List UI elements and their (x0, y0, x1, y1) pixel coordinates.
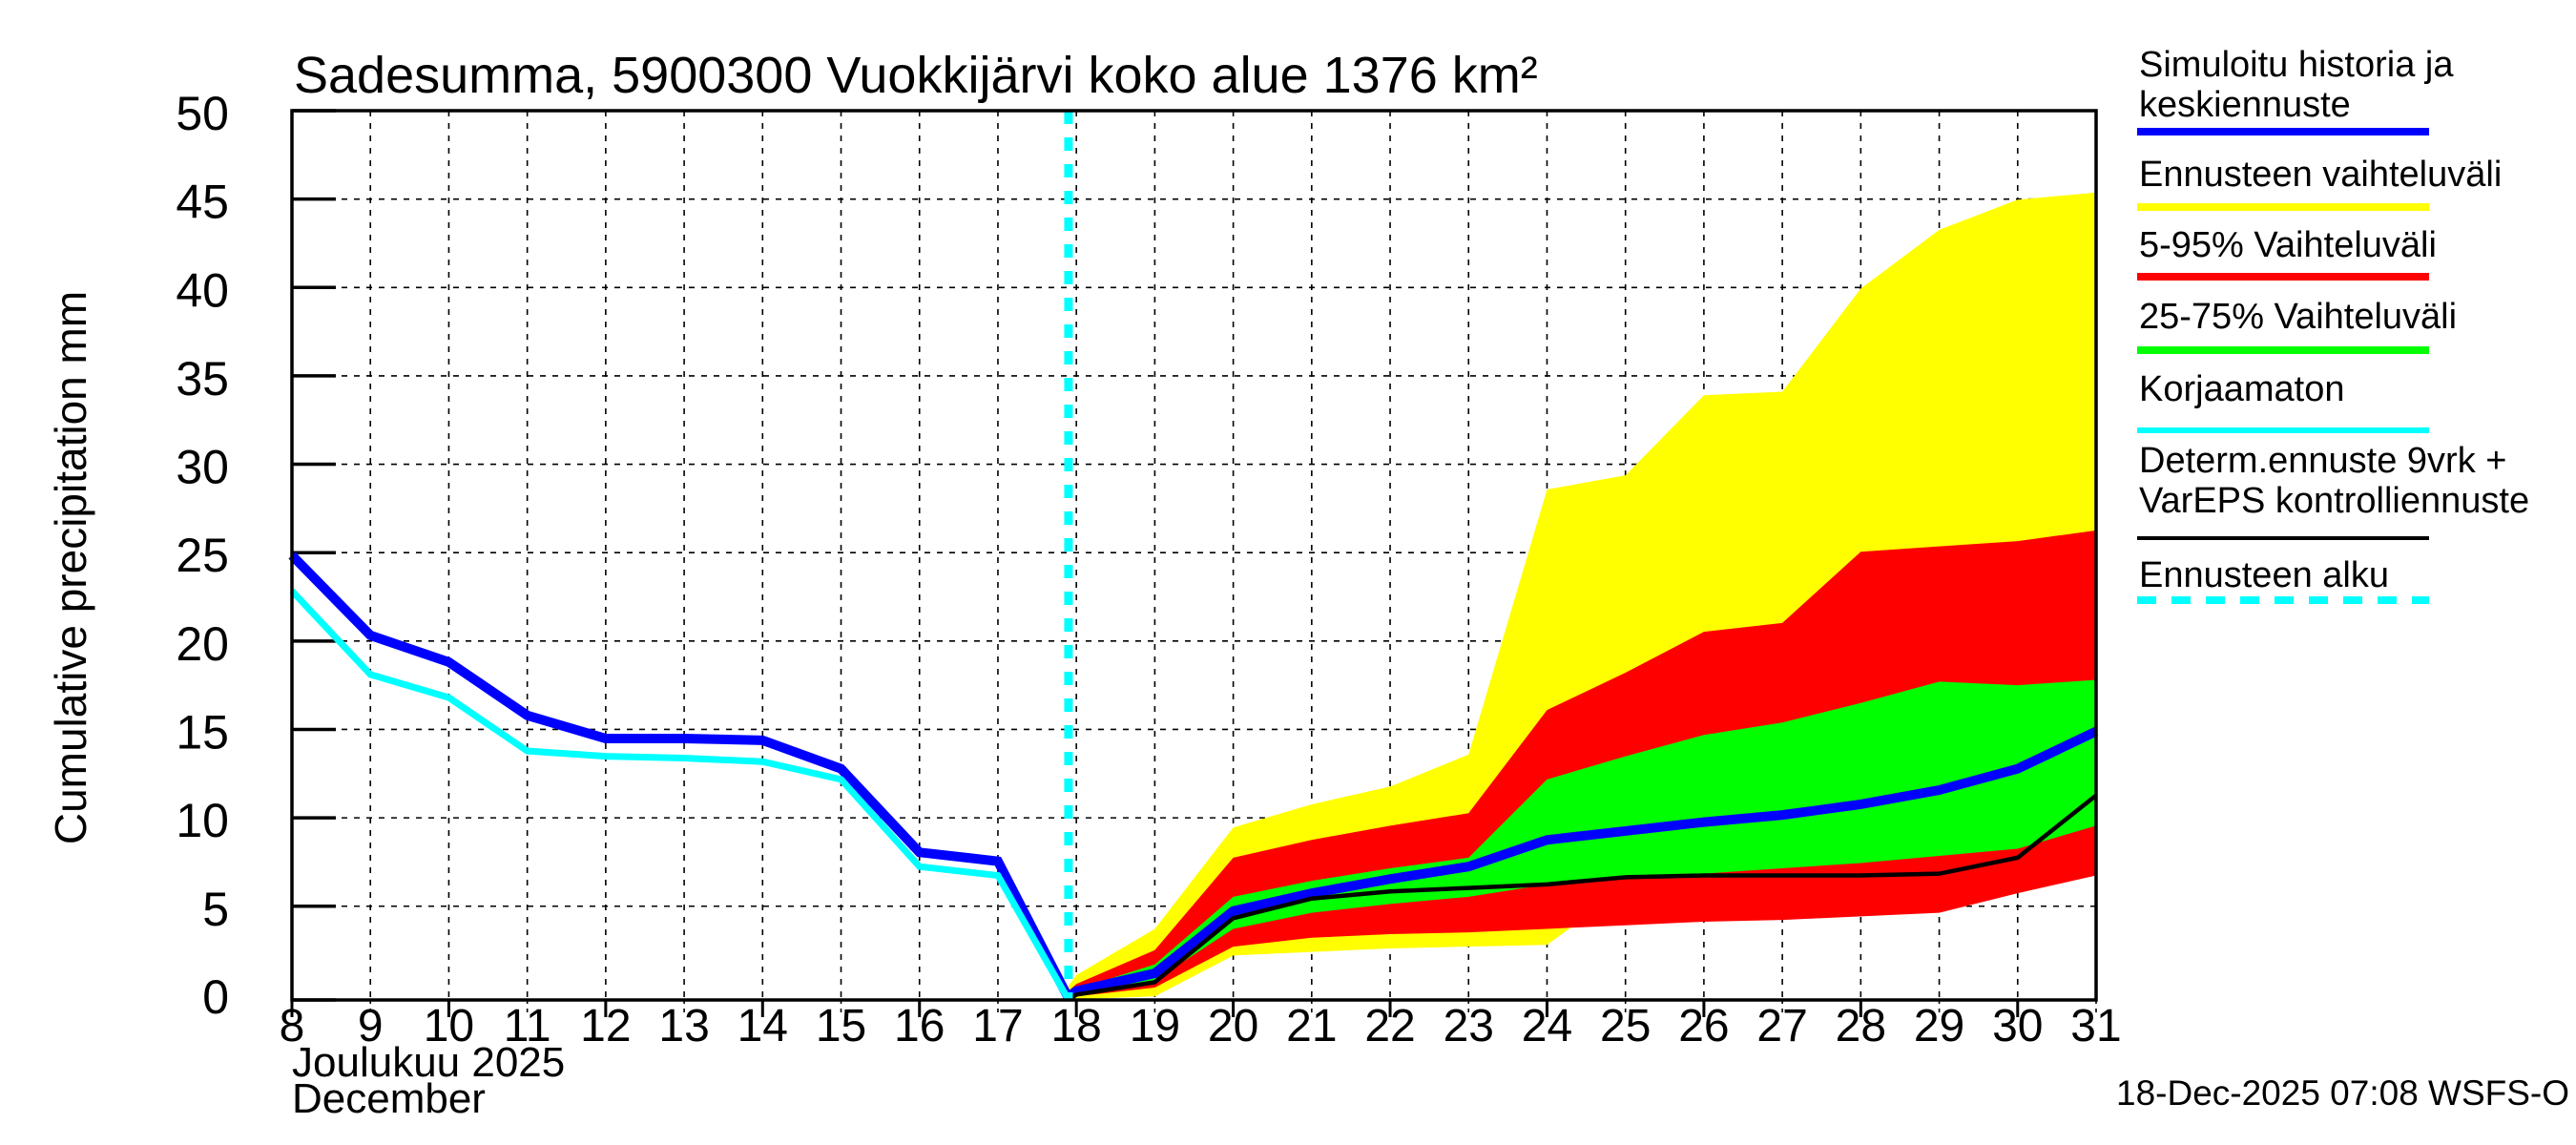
svg-text:Sadesumma, 5900300 Vuokkijärvi: Sadesumma, 5900300 Vuokkijärvi koko alue… (294, 47, 1538, 104)
svg-text:17: 17 (972, 1001, 1023, 1051)
svg-text:Simuloitu historia ja: Simuloitu historia ja (2139, 45, 2454, 85)
svg-text:18-Dec-2025 07:08 WSFS-O: 18-Dec-2025 07:08 WSFS-O (2116, 1073, 2569, 1113)
svg-text:Cumulative precipitation mm: Cumulative precipitation mm (46, 291, 95, 844)
svg-text:13: 13 (658, 1001, 709, 1051)
svg-text:20: 20 (176, 617, 229, 671)
svg-text:25-75% Vaihteluväli: 25-75% Vaihteluväli (2139, 297, 2457, 337)
svg-text:25: 25 (1600, 1001, 1651, 1051)
svg-text:50: 50 (176, 87, 229, 140)
svg-text:0: 0 (202, 970, 229, 1024)
svg-text:December: December (292, 1075, 486, 1122)
svg-text:23: 23 (1444, 1001, 1494, 1051)
svg-text:10: 10 (176, 794, 229, 847)
svg-text:27: 27 (1756, 1001, 1807, 1051)
svg-text:5: 5 (202, 883, 229, 936)
svg-text:19: 19 (1130, 1001, 1180, 1051)
svg-text:Ennusteen vaihteluväli: Ennusteen vaihteluväli (2139, 155, 2502, 195)
svg-text:35: 35 (176, 352, 229, 406)
svg-text:VarEPS kontrolliennuste: VarEPS kontrolliennuste (2139, 481, 2529, 521)
svg-text:Ennusteen alku: Ennusteen alku (2139, 555, 2389, 595)
svg-text:15: 15 (816, 1001, 866, 1051)
svg-text:5-95% Vaihteluväli: 5-95% Vaihteluväli (2139, 225, 2437, 265)
svg-text:25: 25 (176, 529, 229, 582)
svg-text:40: 40 (176, 263, 229, 317)
svg-text:31: 31 (2070, 1001, 2121, 1051)
svg-text:15: 15 (176, 705, 229, 759)
svg-text:29: 29 (1914, 1001, 1964, 1051)
svg-text:Korjaamaton: Korjaamaton (2139, 369, 2344, 409)
svg-text:45: 45 (176, 176, 229, 229)
svg-text:30: 30 (176, 441, 229, 494)
svg-text:21: 21 (1286, 1001, 1337, 1051)
svg-text:keskiennuste: keskiennuste (2139, 85, 2351, 125)
svg-text:Determ.ennuste 9vrk +: Determ.ennuste 9vrk + (2139, 441, 2506, 481)
